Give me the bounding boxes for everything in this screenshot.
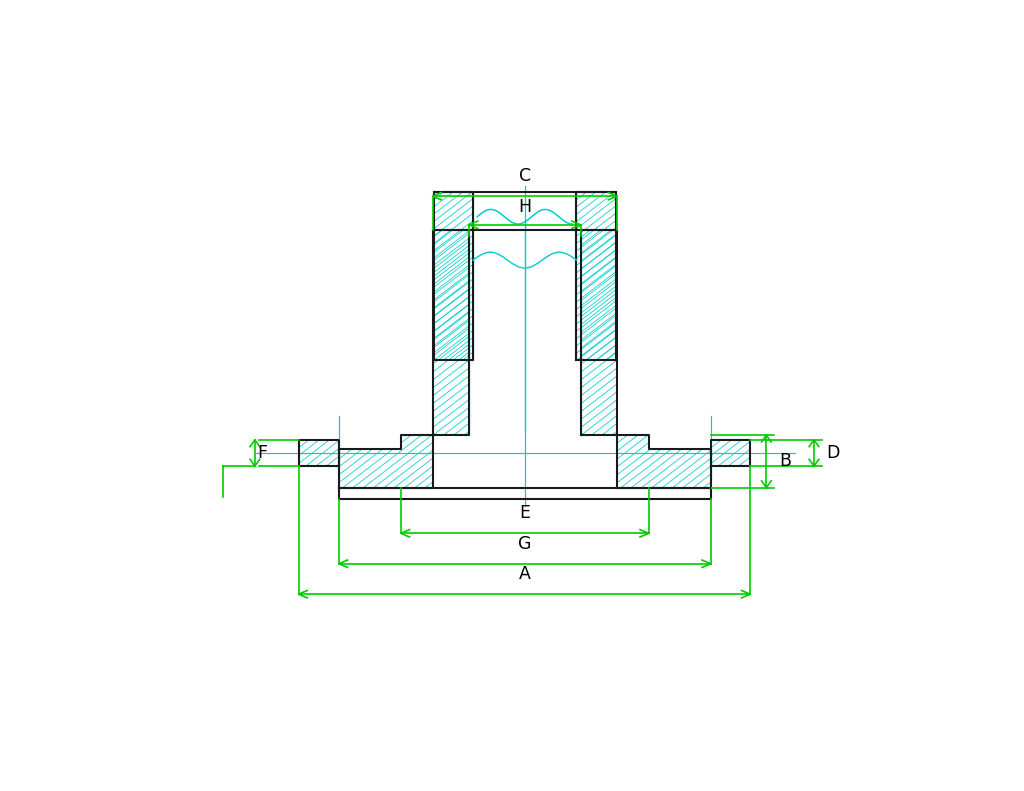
Text: F: F bbox=[257, 444, 267, 462]
Text: H: H bbox=[518, 198, 531, 216]
Text: D: D bbox=[826, 444, 840, 462]
Text: B: B bbox=[779, 452, 792, 471]
Text: C: C bbox=[519, 167, 530, 185]
PathPatch shape bbox=[617, 435, 711, 487]
PathPatch shape bbox=[433, 192, 473, 360]
PathPatch shape bbox=[432, 229, 469, 435]
PathPatch shape bbox=[577, 192, 616, 360]
Text: G: G bbox=[518, 535, 531, 553]
Text: E: E bbox=[519, 505, 530, 522]
Text: A: A bbox=[518, 566, 530, 583]
PathPatch shape bbox=[581, 229, 617, 435]
PathPatch shape bbox=[299, 440, 339, 466]
PathPatch shape bbox=[711, 440, 751, 466]
PathPatch shape bbox=[339, 435, 432, 487]
